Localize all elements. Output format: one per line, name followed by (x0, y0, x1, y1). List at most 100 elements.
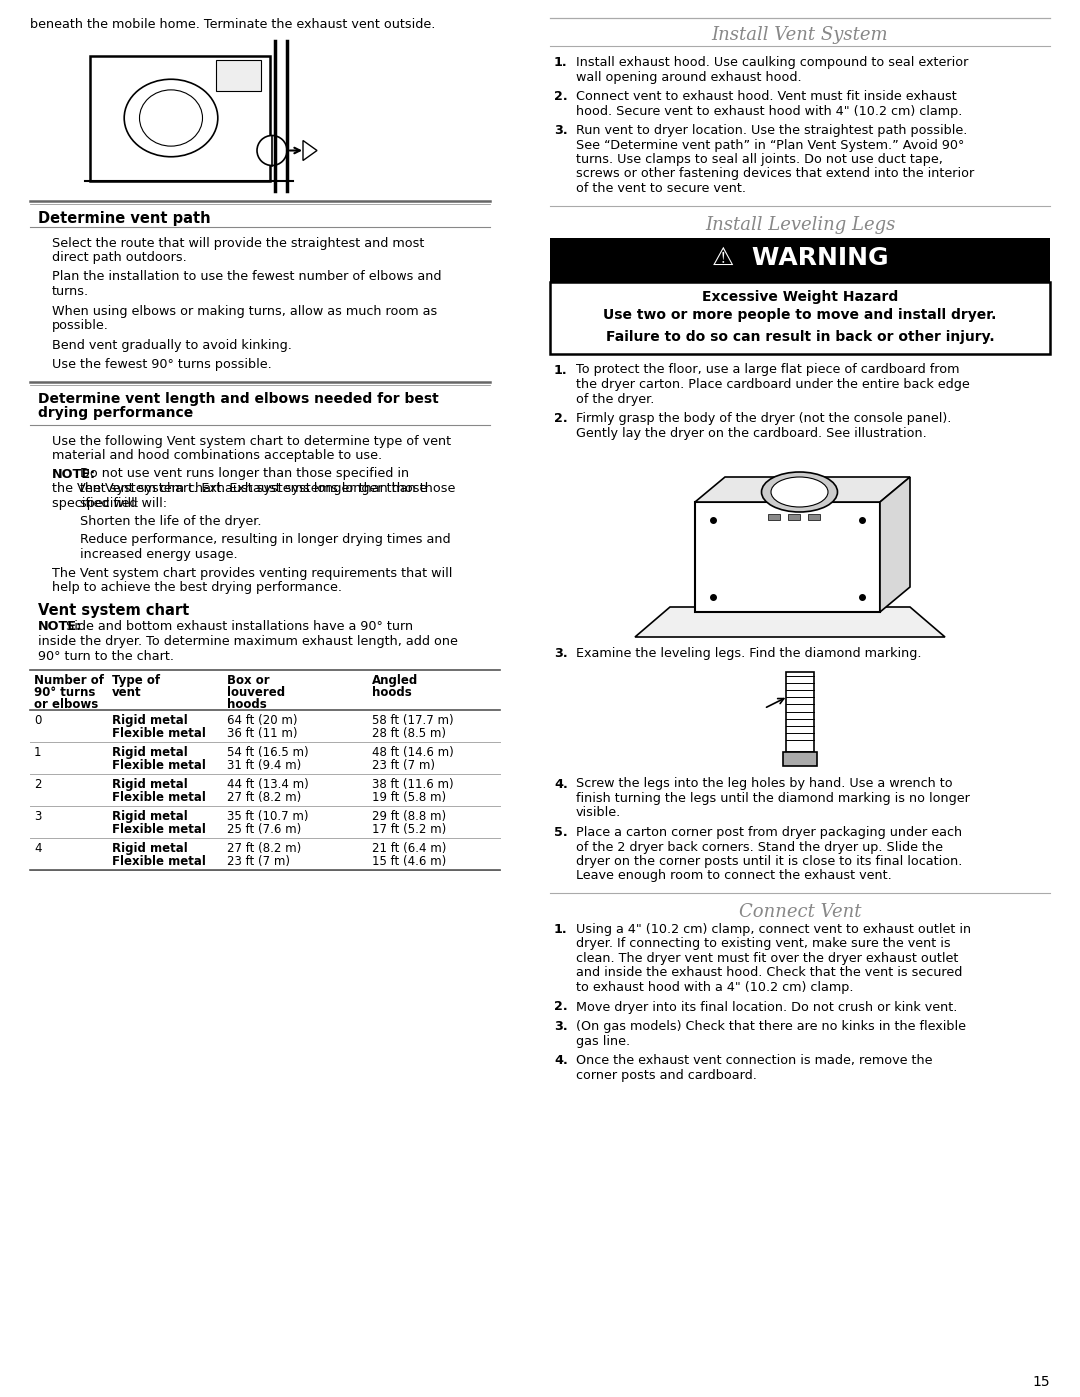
Text: NOTE:: NOTE: (38, 620, 82, 633)
Text: 44 ft (13.4 m): 44 ft (13.4 m) (227, 778, 309, 791)
Text: Place a carton corner post from dryer packaging under each: Place a carton corner post from dryer pa… (576, 826, 962, 840)
Text: 28 ft (8.5 m): 28 ft (8.5 m) (372, 726, 446, 740)
Text: 27 ft (8.2 m): 27 ft (8.2 m) (227, 842, 301, 855)
Text: When using elbows or making turns, allow as much room as: When using elbows or making turns, allow… (52, 305, 437, 317)
Ellipse shape (139, 89, 203, 147)
Text: Flexible metal: Flexible metal (112, 823, 206, 835)
Text: Run vent to dryer location. Use the straightest path possible.: Run vent to dryer location. Use the stra… (576, 124, 968, 137)
Ellipse shape (124, 80, 218, 156)
Text: 31 ft (9.4 m): 31 ft (9.4 m) (227, 759, 301, 773)
Text: 3: 3 (33, 810, 41, 823)
Polygon shape (635, 608, 945, 637)
Text: hood. Secure vent to exhaust hood with 4" (10.2 cm) clamp.: hood. Secure vent to exhaust hood with 4… (576, 105, 962, 117)
Polygon shape (696, 476, 910, 502)
Text: Bend vent gradually to avoid kinking.: Bend vent gradually to avoid kinking. (52, 338, 292, 352)
Text: Flexible metal: Flexible metal (112, 855, 206, 868)
Text: hoods: hoods (372, 686, 411, 698)
Polygon shape (303, 141, 318, 161)
Text: 58 ft (17.7 m): 58 ft (17.7 m) (372, 714, 454, 726)
Bar (216, 60, 261, 91)
Text: Leave enough room to connect the exhaust vent.: Leave enough room to connect the exhaust… (576, 869, 892, 883)
Text: (On gas models) Check that there are no kinks in the flexible: (On gas models) Check that there are no … (576, 1020, 966, 1032)
Text: Box or: Box or (227, 673, 270, 687)
Text: 38 ft (11.6 m): 38 ft (11.6 m) (372, 778, 454, 791)
Bar (550, 282, 1050, 353)
Text: Number of: Number of (33, 673, 104, 687)
Text: Flexible metal: Flexible metal (112, 726, 206, 740)
Text: Firmly grasp the body of the dryer (not the console panel).: Firmly grasp the body of the dryer (not … (576, 412, 951, 425)
Text: Install exhaust hood. Use caulking compound to seal exterior: Install exhaust hood. Use caulking compo… (576, 56, 969, 68)
Text: louvered: louvered (227, 686, 285, 698)
Text: dryer on the corner posts until it is close to its final location.: dryer on the corner posts until it is cl… (576, 855, 962, 868)
Text: 25 ft (7.6 m): 25 ft (7.6 m) (227, 823, 301, 835)
Text: 1.: 1. (554, 56, 568, 68)
Text: ⚠  WARNING: ⚠ WARNING (712, 246, 889, 270)
Text: Use the fewest 90° turns possible.: Use the fewest 90° turns possible. (52, 358, 272, 372)
Text: corner posts and cardboard.: corner posts and cardboard. (576, 1069, 757, 1081)
Text: Use two or more people to move and install dryer.: Use two or more people to move and insta… (604, 307, 997, 321)
Text: 3.: 3. (554, 647, 568, 659)
Bar (768, 514, 780, 520)
Text: turns. Use clamps to seal all joints. Do not use duct tape,: turns. Use clamps to seal all joints. Do… (576, 154, 943, 166)
Text: Type of: Type of (112, 673, 160, 687)
Text: direct path outdoors.: direct path outdoors. (52, 251, 187, 264)
Text: turns.: turns. (52, 285, 90, 298)
Bar (90, 56, 270, 180)
Text: to exhaust hood with a 4" (10.2 cm) clamp.: to exhaust hood with a 4" (10.2 cm) clam… (576, 981, 853, 995)
Text: 27 ft (8.2 m): 27 ft (8.2 m) (227, 791, 301, 805)
Text: Using a 4" (10.2 cm) clamp, connect vent to exhaust outlet in: Using a 4" (10.2 cm) clamp, connect vent… (576, 923, 971, 936)
Text: Rigid metal: Rigid metal (112, 842, 188, 855)
Text: 2.: 2. (554, 412, 568, 425)
Bar (696, 502, 880, 612)
Text: beneath the mobile home. Terminate the exhaust vent outside.: beneath the mobile home. Terminate the e… (30, 18, 435, 31)
Text: material and hood combinations acceptable to use.: material and hood combinations acceptabl… (52, 448, 382, 462)
Text: 23 ft (7 m): 23 ft (7 m) (227, 855, 291, 868)
Text: Select the route that will provide the straightest and most: Select the route that will provide the s… (52, 236, 424, 250)
Text: screws or other fastening devices that extend into the interior: screws or other fastening devices that e… (576, 168, 974, 180)
Text: 29 ft (8.8 m): 29 ft (8.8 m) (372, 810, 446, 823)
Text: specified will:: specified will: (80, 496, 167, 510)
Text: drying performance: drying performance (38, 407, 193, 420)
Bar (786, 672, 814, 752)
Text: the Vent system chart. Exhaust systems longer than those: the Vent system chart. Exhaust systems l… (80, 482, 456, 495)
Bar (783, 752, 816, 766)
Text: possible.: possible. (52, 319, 109, 332)
Text: of the 2 dryer back corners. Stand the dryer up. Slide the: of the 2 dryer back corners. Stand the d… (576, 841, 943, 854)
Bar (808, 514, 820, 520)
Text: Examine the leveling legs. Find the diamond marking.: Examine the leveling legs. Find the diam… (576, 647, 921, 659)
Text: 15: 15 (1032, 1375, 1050, 1389)
Text: dryer. If connecting to existing vent, make sure the vent is: dryer. If connecting to existing vent, m… (576, 937, 950, 950)
Text: Reduce performance, resulting in longer drying times and: Reduce performance, resulting in longer … (80, 534, 450, 546)
Text: inside the dryer. To determine maximum exhaust length, add one: inside the dryer. To determine maximum e… (38, 636, 458, 648)
Bar (787, 514, 799, 520)
Text: Install Vent System: Install Vent System (712, 27, 889, 43)
Text: 35 ft (10.7 m): 35 ft (10.7 m) (227, 810, 309, 823)
Text: the Vent system chart. Exhaust systems longer than those: the Vent system chart. Exhaust systems l… (52, 482, 428, 495)
Text: NOTE:: NOTE: (52, 468, 96, 481)
Text: Screw the legs into the leg holes by hand. Use a wrench to: Screw the legs into the leg holes by han… (576, 778, 953, 791)
Text: specified will:: specified will: (52, 496, 139, 510)
Text: Determine vent length and elbows needed for best: Determine vent length and elbows needed … (38, 391, 438, 405)
Text: wall opening around exhaust hood.: wall opening around exhaust hood. (576, 70, 801, 84)
Text: Connect Vent: Connect Vent (739, 902, 861, 921)
Text: Flexible metal: Flexible metal (112, 759, 206, 773)
Text: 3.: 3. (554, 1020, 568, 1032)
Text: Use the following Vent system chart to determine type of vent: Use the following Vent system chart to d… (52, 434, 451, 447)
Text: 17 ft (5.2 m): 17 ft (5.2 m) (372, 823, 446, 835)
Text: 2: 2 (33, 778, 41, 791)
Text: gas line.: gas line. (576, 1035, 630, 1048)
Text: Once the exhaust vent connection is made, remove the: Once the exhaust vent connection is made… (576, 1053, 932, 1067)
Text: finish turning the legs until the diamond marking is no longer: finish turning the legs until the diamon… (576, 792, 970, 805)
Text: 2.: 2. (554, 89, 568, 103)
Text: of the vent to secure vent.: of the vent to secure vent. (576, 182, 746, 196)
Polygon shape (880, 476, 910, 612)
Text: 5.: 5. (554, 826, 568, 840)
Text: Gently lay the dryer on the cardboard. See illustration.: Gently lay the dryer on the cardboard. S… (576, 426, 927, 440)
Text: 90° turn to the chart.: 90° turn to the chart. (38, 650, 174, 662)
Text: visible.: visible. (576, 806, 621, 820)
Text: Failure to do so can result in back or other injury.: Failure to do so can result in back or o… (606, 330, 995, 344)
Text: 1: 1 (33, 746, 41, 759)
Text: Install Leveling Legs: Install Leveling Legs (705, 215, 895, 233)
Text: Flexible metal: Flexible metal (112, 791, 206, 805)
Text: See “Determine vent path” in “Plan Vent System.” Avoid 90°: See “Determine vent path” in “Plan Vent … (576, 138, 964, 151)
